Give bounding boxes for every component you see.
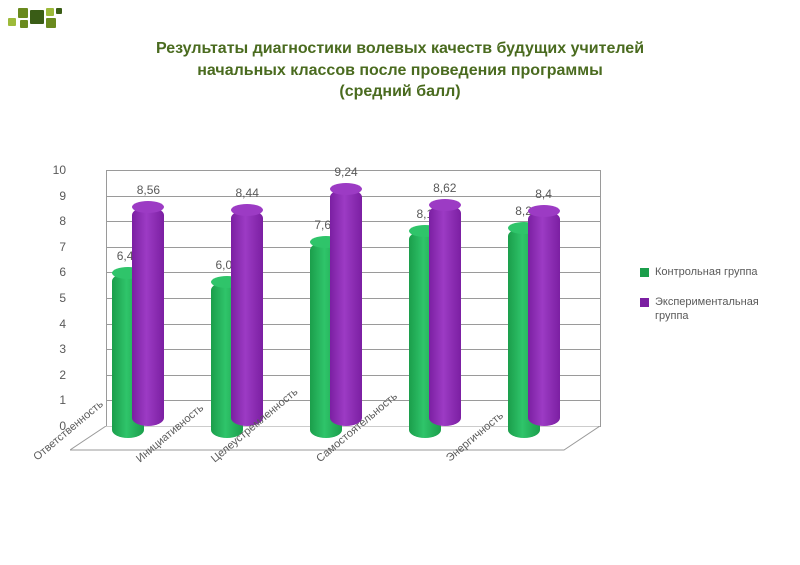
title-line-3: (средний балл) xyxy=(80,81,720,103)
bar xyxy=(429,205,461,426)
y-tick-label: 3 xyxy=(42,342,66,356)
deco-square xyxy=(46,18,56,28)
bar-body xyxy=(429,205,461,426)
bar-top xyxy=(132,201,164,213)
legend-label: Экспериментальная группа xyxy=(655,296,765,324)
legend: Контрольная группа Экспериментальная груп… xyxy=(640,266,765,339)
bar xyxy=(528,211,560,426)
plot-area: 0123456789106,448,56Ответственность6,088… xyxy=(70,170,600,450)
legend-item: Контрольная группа xyxy=(640,266,765,280)
data-label: 8,62 xyxy=(433,181,456,195)
deco-square xyxy=(8,18,16,26)
y-tick-label: 5 xyxy=(42,291,66,305)
legend-item: Экспериментальная группа xyxy=(640,296,765,324)
y-tick-label: 10 xyxy=(42,163,66,177)
data-label: 8,44 xyxy=(236,186,259,200)
data-label: 8,56 xyxy=(137,183,160,197)
bar xyxy=(330,189,362,426)
title-line-2: начальных классов после проведения прогр… xyxy=(80,60,720,82)
y-tick-label: 2 xyxy=(42,368,66,382)
bar xyxy=(231,210,263,426)
y-tick-label: 8 xyxy=(42,214,66,228)
bar-body xyxy=(528,211,560,426)
data-label: 9,24 xyxy=(334,165,357,179)
title-line-1: Результаты диагностики волевых качеств б… xyxy=(80,38,720,60)
bar xyxy=(132,207,164,426)
deco-square xyxy=(18,8,28,18)
deco-square xyxy=(20,20,28,28)
legend-label: Контрольная группа xyxy=(655,266,758,280)
corner-decoration xyxy=(8,8,108,30)
y-tick-label: 1 xyxy=(42,393,66,407)
bar-body xyxy=(132,207,164,426)
legend-swatch xyxy=(640,298,649,307)
chart-title: Результаты диагностики волевых качеств б… xyxy=(80,38,720,103)
y-tick-label: 7 xyxy=(42,240,66,254)
data-label: 8,4 xyxy=(535,187,552,201)
y-tick-label: 6 xyxy=(42,265,66,279)
deco-square xyxy=(56,8,62,14)
y-tick-label: 9 xyxy=(42,189,66,203)
bar-body xyxy=(330,189,362,426)
bar-top xyxy=(528,205,560,217)
chart-container: 0123456789106,448,56Ответственность6,088… xyxy=(30,170,770,550)
deco-square xyxy=(30,10,44,24)
bar-body xyxy=(231,210,263,426)
bar-top xyxy=(231,204,263,216)
deco-square xyxy=(46,8,54,16)
legend-swatch xyxy=(640,268,649,277)
y-tick-label: 4 xyxy=(42,317,66,331)
